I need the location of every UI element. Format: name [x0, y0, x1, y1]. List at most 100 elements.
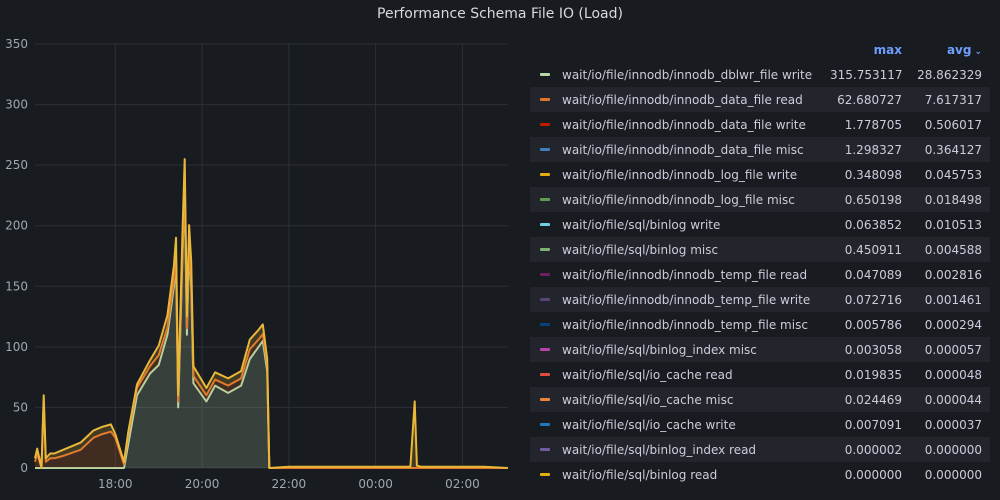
series-max-value: 0.007091 — [844, 417, 902, 432]
series-max-value: 0.348098 — [844, 167, 902, 182]
series-name[interactable]: wait/io/file/innodb/innodb_data_file rea… — [562, 92, 803, 107]
series-max-value: 0.024469 — [844, 392, 902, 407]
series-color-swatch[interactable] — [540, 423, 550, 426]
series-avg-value: 0.000294 — [924, 317, 982, 332]
legend-row[interactable]: wait/io/file/innodb/innodb_data_file wri… — [530, 112, 990, 137]
y-tick-label: 300 — [5, 98, 28, 112]
series-avg-value: 0.000048 — [924, 367, 982, 382]
chart-svg[interactable]: 0 50 100 150 200 250 300 350 18:00 20:00 22:00 00:0… — [0, 32, 515, 500]
series-name[interactable]: wait/io/file/innodb/innodb_data_file mis… — [562, 142, 804, 157]
series-max-value: 0.047089 — [844, 267, 902, 282]
x-tick-label: 20:00 — [185, 477, 220, 491]
legend-row[interactable]: wait/io/file/sql/binlog write 0.063852 0.0… — [530, 212, 990, 237]
series-avg-value: 0.000037 — [924, 417, 982, 432]
series-name[interactable]: wait/io/file/sql/io_cache read — [562, 367, 733, 382]
chevron-down-icon: ⌄ — [974, 47, 982, 57]
series-avg-value: 0.002816 — [924, 267, 982, 282]
y-tick-label: 250 — [5, 158, 28, 172]
legend-row[interactable]: wait/io/file/innodb/innodb_temp_file mis… — [530, 312, 990, 337]
legend-header: max avg ⌄ — [530, 38, 990, 62]
series-avg-value: 0.045753 — [924, 167, 982, 182]
series-max-value: 0.000000 — [844, 467, 902, 482]
legend-row[interactable]: wait/io/file/innodb/innodb_data_file mis… — [530, 137, 990, 162]
series-color-swatch[interactable] — [540, 73, 550, 76]
series-color-swatch[interactable] — [540, 448, 550, 451]
y-tick-label: 100 — [5, 340, 28, 354]
series-max-value: 62.680727 — [837, 92, 902, 107]
avg-column-header[interactable]: avg ⌄ — [910, 43, 990, 57]
series-max-value: 0.650198 — [844, 192, 902, 207]
legend-row[interactable]: wait/io/file/sql/io_cache misc 0.024469 0.… — [530, 387, 990, 412]
series-name[interactable]: wait/io/file/innodb/innodb_temp_file rea… — [562, 267, 808, 282]
x-tick-label: 02:00 — [445, 477, 480, 491]
y-tick-label: 200 — [5, 219, 28, 233]
legend-row[interactable]: wait/io/file/innodb/innodb_data_file rea… — [530, 87, 990, 112]
series-avg-value: 0.001461 — [924, 292, 982, 307]
legend-row[interactable]: wait/io/file/innodb/innodb_log_file writ… — [530, 162, 990, 187]
y-tick-label: 0 — [20, 461, 28, 475]
series-color-swatch[interactable] — [540, 273, 550, 276]
series-avg-value: 0.000000 — [924, 442, 982, 457]
series-name[interactable]: wait/io/file/innodb/innodb_temp_file wri… — [562, 292, 811, 307]
series-color-swatch[interactable] — [540, 148, 550, 151]
legend-row[interactable]: wait/io/file/innodb/innodb_log_file misc… — [530, 187, 990, 212]
series-color-swatch[interactable] — [540, 123, 550, 126]
series-name[interactable]: wait/io/file/sql/binlog misc — [562, 242, 719, 257]
series-name[interactable]: wait/io/file/innodb/innodb_log_file writ… — [562, 167, 798, 182]
legend-row[interactable]: wait/io/file/sql/binlog_index misc 0.0030… — [530, 337, 990, 362]
series-area — [35, 189, 508, 468]
series-name[interactable]: wait/io/file/innodb/innodb_data_file wri… — [562, 117, 806, 132]
series-max-value: 0.072716 — [844, 292, 902, 307]
series-max-value: 0.005786 — [844, 317, 902, 332]
series-avg-value: 0.364127 — [924, 142, 982, 157]
series-color-swatch[interactable] — [540, 323, 550, 326]
time-series-plot[interactable]: 0 50 100 150 200 250 300 350 18:00 20:00 22:00 00:0… — [0, 32, 515, 500]
x-tick-label: 22:00 — [272, 477, 307, 491]
y-tick-label: 150 — [5, 279, 28, 293]
series-max-value: 0.019835 — [844, 367, 902, 382]
max-column-label: max — [873, 43, 902, 57]
series-name[interactable]: wait/io/file/innodb/innodb_temp_file mis… — [562, 317, 808, 332]
legend-row[interactable]: wait/io/file/sql/io_cache write 0.007091 0… — [530, 412, 990, 437]
legend-row[interactable]: wait/io/file/sql/binlog_index read 0.0000… — [530, 437, 990, 462]
series-color-swatch[interactable] — [540, 173, 550, 176]
series-avg-value: 0.000057 — [924, 342, 982, 357]
series-color-swatch[interactable] — [540, 223, 550, 226]
legend-row[interactable]: wait/io/file/innodb/innodb_temp_file wri… — [530, 287, 990, 312]
series-name[interactable]: wait/io/file/sql/binlog_index read — [562, 442, 757, 457]
series-name[interactable]: wait/io/file/sql/binlog read — [562, 467, 718, 482]
series-max-value: 0.003058 — [844, 342, 902, 357]
series-name[interactable]: wait/io/file/sql/io_cache write — [562, 417, 736, 432]
series-color-swatch[interactable] — [540, 373, 550, 376]
series-avg-value: 28.862329 — [917, 67, 982, 82]
y-tick-label: 50 — [13, 400, 28, 414]
series-max-value: 1.298327 — [844, 142, 902, 157]
legend-row[interactable]: wait/io/file/sql/io_cache read 0.019835 0.… — [530, 362, 990, 387]
series-color-swatch[interactable] — [540, 298, 550, 301]
x-tick-label: 18:00 — [98, 477, 133, 491]
series-color-swatch[interactable] — [540, 473, 550, 476]
series-color-swatch[interactable] — [540, 198, 550, 201]
series-avg-value: 7.617317 — [924, 92, 982, 107]
series-avg-value: 0.004588 — [924, 242, 982, 257]
series-avg-value: 0.506017 — [924, 117, 982, 132]
series-avg-value: 0.000000 — [924, 467, 982, 482]
series-name[interactable]: wait/io/file/innodb/innodb_log_file misc — [562, 192, 795, 207]
y-tick-label: 350 — [5, 37, 28, 51]
max-column-header[interactable]: max — [830, 43, 910, 57]
legend-row[interactable]: wait/io/file/innodb/innodb_dblwr_file wr… — [530, 62, 990, 87]
legend-row[interactable]: wait/io/file/sql/binlog misc 0.450911 0.00… — [530, 237, 990, 262]
legend-table: max avg ⌄ wait/io/file/innodb/innodb_dblw… — [530, 38, 990, 487]
series-name[interactable]: wait/io/file/sql/binlog_index misc — [562, 342, 757, 357]
panel-title[interactable]: Performance Schema File IO (Load) — [377, 6, 623, 22]
series-color-swatch[interactable] — [540, 348, 550, 351]
series-color-swatch[interactable] — [540, 98, 550, 101]
series-name[interactable]: wait/io/file/innodb/innodb_dblwr_file wr… — [562, 67, 813, 82]
series-name[interactable]: wait/io/file/sql/io_cache misc — [562, 392, 734, 407]
legend-row[interactable]: wait/io/file/innodb/innodb_temp_file rea… — [530, 262, 990, 287]
series-color-swatch[interactable] — [540, 398, 550, 401]
series-color-swatch[interactable] — [540, 248, 550, 251]
series-name[interactable]: wait/io/file/sql/binlog write — [562, 217, 721, 232]
series-avg-value: 0.010513 — [924, 217, 982, 232]
legend-row[interactable]: wait/io/file/sql/binlog read 0.000000 0.00… — [530, 462, 990, 487]
